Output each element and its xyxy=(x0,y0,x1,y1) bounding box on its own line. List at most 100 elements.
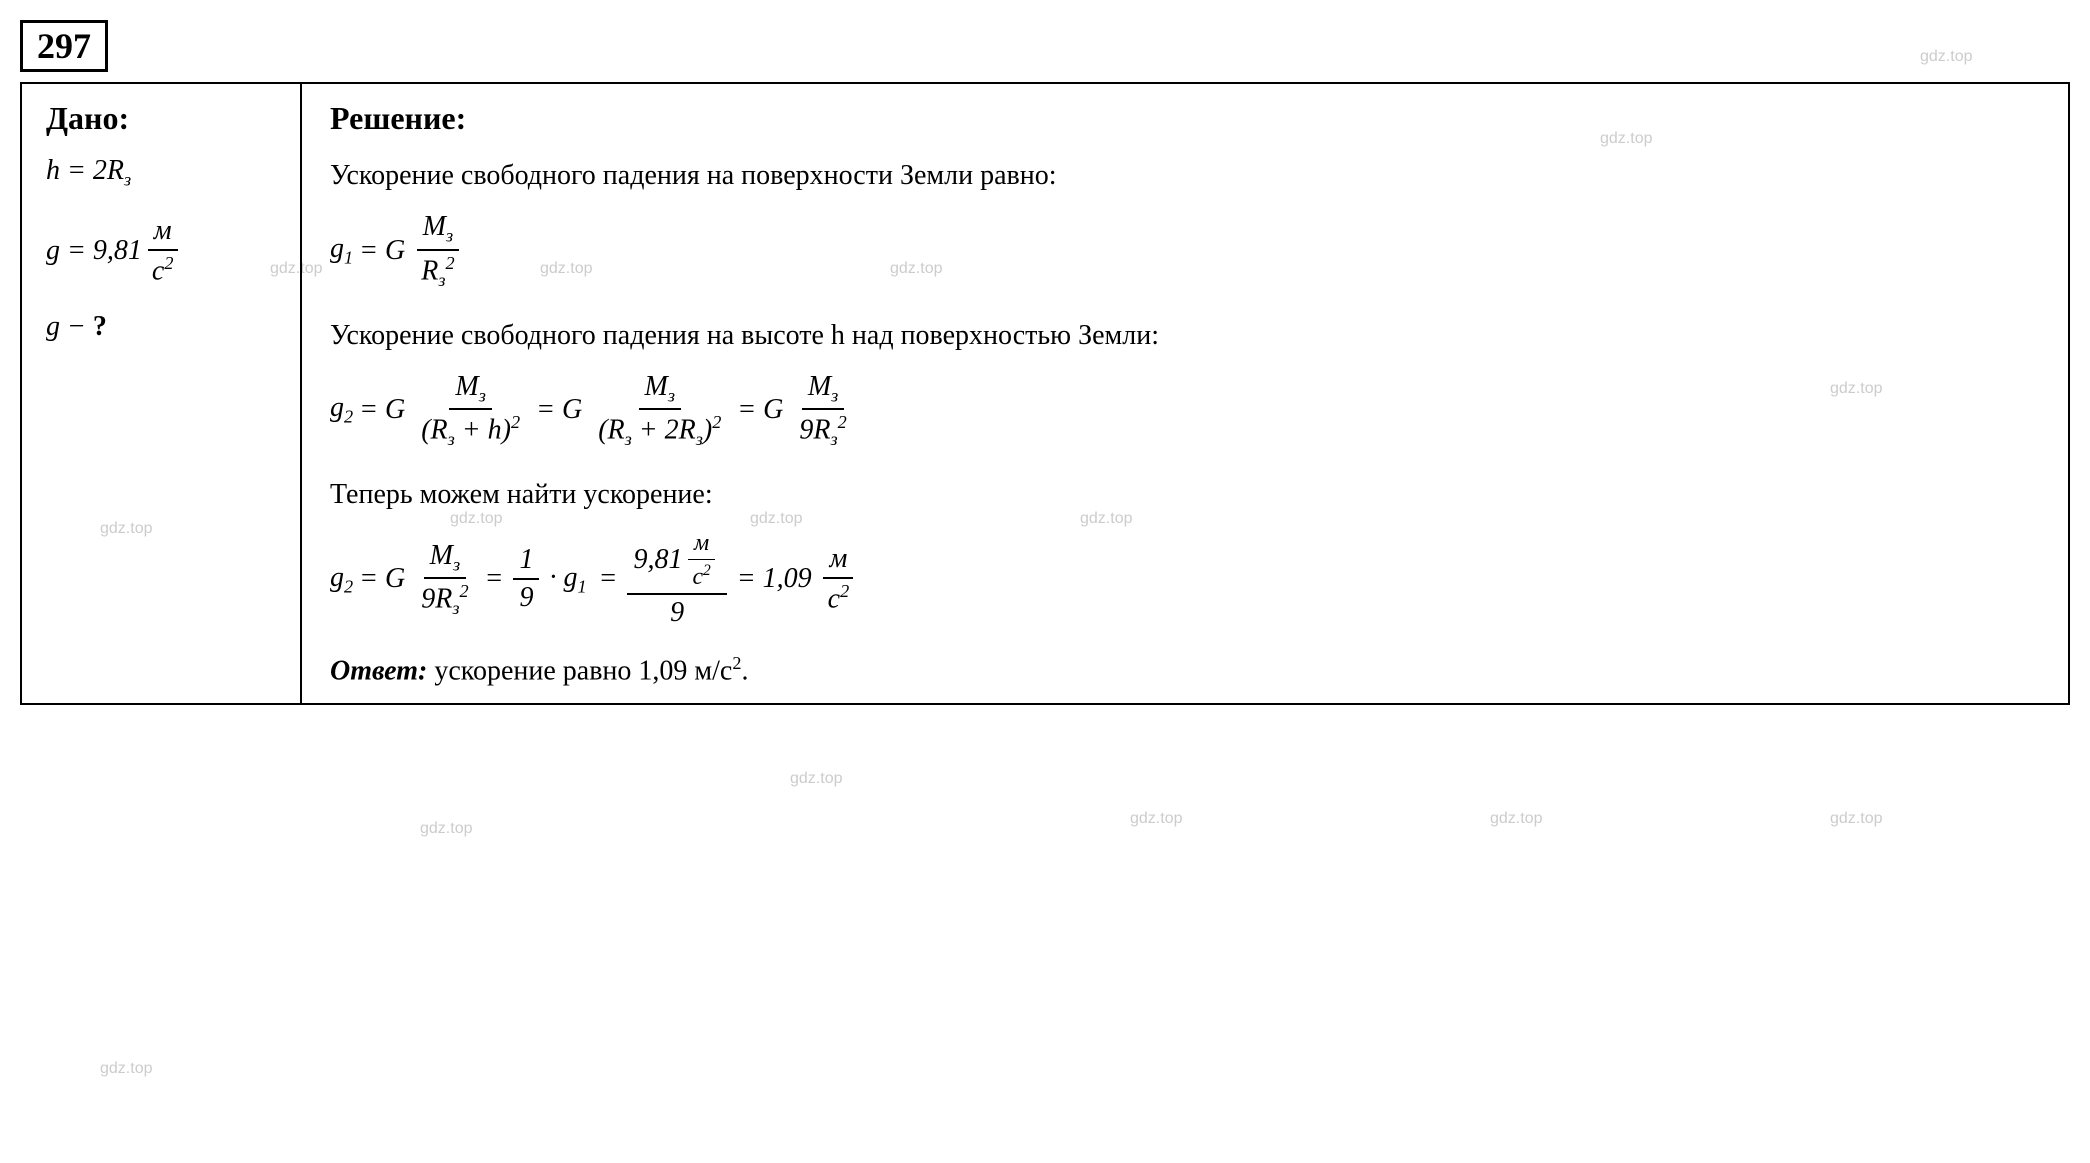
solution-text-2: Ускорение свободного падения на высоте h… xyxy=(330,315,2040,357)
f2-den2b-sub: з xyxy=(696,429,703,449)
given-g: g = 9,81 м c2 xyxy=(46,215,276,287)
f1-num-var: M xyxy=(423,211,446,242)
f3-eq3-text: · g xyxy=(549,562,577,593)
f1-lhs-sub: 1 xyxy=(344,248,353,268)
given-h-sub: з xyxy=(124,170,131,190)
f2-den2: (Rз + 2Rз)2 xyxy=(592,410,727,450)
answer-line: Ответ: ускорение равно 1,09 м/с2. xyxy=(330,653,2040,687)
f3-f2-den: 9 xyxy=(513,580,539,614)
f2-den2b: + 2R xyxy=(632,414,696,445)
f3-f1-num: Mз xyxy=(424,540,466,580)
given-label: Дано: xyxy=(46,100,276,137)
f1-num-sub: з xyxy=(446,226,453,246)
f3-f3-num-unit-num: м xyxy=(688,530,715,560)
problem-number: 297 xyxy=(20,20,108,72)
f3-frac4: м c2 xyxy=(822,543,856,615)
f3-f1-den: 9Rз2 xyxy=(415,579,474,619)
g-unit-den-sup: 2 xyxy=(164,253,173,273)
solution-label: Решение: xyxy=(330,100,2040,137)
f2-num1-var: M xyxy=(455,371,478,402)
f3-f3-num-unit-den-base: c xyxy=(692,564,703,590)
answer-end: . xyxy=(741,655,748,686)
f1-den-var: R xyxy=(421,255,438,286)
formula-3: g2 = G Mз 9Rз2 = 1 9 · g1 = 9,81 м c2 xyxy=(330,530,2040,629)
watermark-text: gdz.top xyxy=(1130,810,1182,828)
f3-f3-num-unit-den-sup: 2 xyxy=(703,562,711,579)
f2-frac1: Mз (Rз + h)2 xyxy=(415,371,526,451)
f2-num2-var: M xyxy=(645,371,668,402)
f3-f1-den-var: 9R xyxy=(421,584,452,615)
answer-label: Ответ: xyxy=(330,655,427,686)
f3-f1-num-sub: з xyxy=(453,554,460,574)
f2-den1b: + h) xyxy=(455,414,511,445)
f3-lhs: g2 xyxy=(330,562,353,598)
given-g-val: g = 9,81 xyxy=(46,235,142,267)
f3-eq4: = xyxy=(599,563,618,595)
watermark-text: gdz.top xyxy=(790,770,842,788)
f2-den2a: (R xyxy=(598,414,624,445)
f3-f1-den-sup: 2 xyxy=(459,581,468,601)
f3-frac2: 1 9 xyxy=(513,544,539,614)
f1-eq: = G xyxy=(359,235,405,267)
solution-text-1: Ускорение свободного падения на поверхно… xyxy=(330,155,2040,197)
f2-num3: Mз xyxy=(802,371,844,411)
f3-f2-num: 1 xyxy=(513,544,539,580)
f2-den1a-sub: з xyxy=(448,429,455,449)
f3-eq3-sub: 1 xyxy=(577,576,586,596)
f1-num: Mз xyxy=(417,211,459,251)
f2-den3-var: 9R xyxy=(799,414,830,445)
given-g-unit-num: м xyxy=(148,215,178,251)
given-g-unit-den: c2 xyxy=(146,251,180,287)
f2-num1-sub: з xyxy=(479,385,486,405)
f2-den2a-sub: з xyxy=(625,429,632,449)
solution-table: Дано: h = 2Rз g = 9,81 м c2 g − ? Решени… xyxy=(20,82,2070,705)
watermark-text: gdz.top xyxy=(1490,810,1542,828)
watermark-text: gdz.top xyxy=(420,820,472,838)
f2-num1: Mз xyxy=(449,371,491,411)
given-h-eq: h = 2R xyxy=(46,155,124,186)
f2-frac2: Mз (Rз + 2Rз)2 xyxy=(592,371,727,451)
formula-1: g1 = G Mз Rз2 xyxy=(330,211,2040,291)
f2-lhs-sub: 2 xyxy=(344,407,353,427)
f2-den1a: (R xyxy=(421,414,447,445)
f2-num2-sub: з xyxy=(668,385,675,405)
f3-frac3: 9,81 м c2 9 xyxy=(627,530,726,629)
given-column: Дано: h = 2Rз g = 9,81 м c2 g − ? xyxy=(22,84,302,703)
f3-f1-num-var: M xyxy=(430,540,453,571)
f2-lhs-var: g xyxy=(330,392,344,423)
f3-frac1: Mз 9Rз2 xyxy=(415,540,474,620)
given-question: g − ? xyxy=(46,311,276,343)
f3-f3-num-unit-den: c2 xyxy=(686,560,716,591)
f2-frac3: Mз 9Rз2 xyxy=(793,371,852,451)
f2-den2-sup: 2 xyxy=(712,412,721,432)
f3-f4-num: м xyxy=(823,543,853,579)
f2-den1-sup: 2 xyxy=(511,412,520,432)
f2-den2c: ) xyxy=(703,414,712,445)
f2-eq3: = G xyxy=(737,394,783,426)
watermark-text: gdz.top xyxy=(100,1060,152,1078)
f2-den3: 9Rз2 xyxy=(793,410,852,450)
f1-lhs: g1 xyxy=(330,233,353,269)
f3-eq1: = G xyxy=(359,563,405,595)
watermark-text: gdz.top xyxy=(1830,810,1882,828)
f3-f4-den-base: c xyxy=(828,584,840,615)
f3-f3-num-val: 9,81 xyxy=(633,544,682,576)
given-question-var: g − xyxy=(46,311,86,342)
solution-text-3: Теперь можем найти ускорение: xyxy=(330,474,2040,516)
f2-eq1: = G xyxy=(359,394,405,426)
formula-2: g2 = G Mз (Rз + h)2 = G Mз (Rз + 2Rз)2 =… xyxy=(330,371,2040,451)
f2-eq2: = G xyxy=(536,394,582,426)
given-h: h = 2Rз xyxy=(46,155,276,191)
f3-f4-den-sup: 2 xyxy=(840,581,849,601)
f3-lhs-sub: 2 xyxy=(344,576,353,596)
f2-num3-sub: з xyxy=(831,385,838,405)
f3-eq2: = xyxy=(485,563,504,595)
f2-den3-sup: 2 xyxy=(838,412,847,432)
f1-den: Rз2 xyxy=(415,251,460,291)
f3-f3-den: 9 xyxy=(664,595,690,629)
f2-den3-sub: з xyxy=(831,429,838,449)
given-question-mark: ? xyxy=(93,311,107,342)
given-g-unit: м c2 xyxy=(146,215,180,287)
f2-lhs: g2 xyxy=(330,392,353,428)
f2-num3-var: M xyxy=(808,371,831,402)
